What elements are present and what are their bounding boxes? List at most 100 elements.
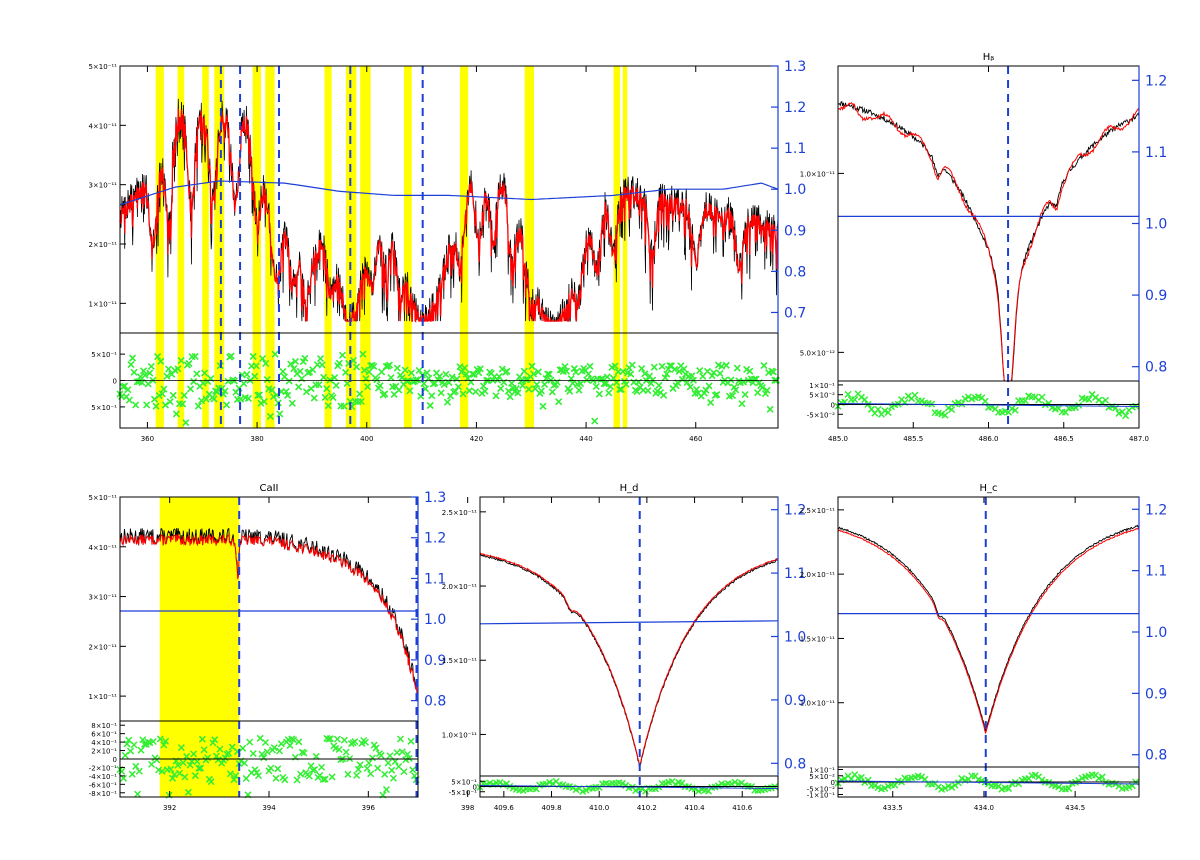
residual-point	[472, 388, 480, 396]
residual-point	[261, 738, 270, 747]
y-tick-label: 2×10⁻¹¹	[88, 643, 117, 651]
residual-point	[331, 373, 339, 382]
residual-point	[353, 363, 361, 371]
residual-point	[451, 387, 459, 395]
residual-point	[650, 363, 658, 371]
residual-point	[200, 746, 208, 754]
residual-point	[169, 774, 177, 782]
resid-tick-label: -8×10⁻¹	[89, 790, 117, 798]
resid-tick-label: -5×10⁻¹	[449, 789, 477, 797]
residual-point	[239, 744, 247, 752]
residual-point	[592, 382, 600, 391]
model-spectrum-line	[479, 552, 779, 767]
residual-point	[333, 735, 341, 743]
residual-point	[252, 362, 260, 370]
y-tick-label: 2.0×10⁻¹¹	[800, 571, 835, 579]
y-tick-label: 4×10⁻¹¹	[88, 544, 117, 552]
residual-point	[126, 747, 135, 755]
right-tick-label: 1.2	[424, 531, 446, 547]
residual-point	[326, 376, 334, 384]
residual-point	[520, 367, 528, 375]
resid-tick-label: -5×10⁻²	[807, 785, 835, 793]
residual-point	[1011, 406, 1019, 414]
residual-point	[964, 393, 972, 401]
residual-point	[591, 417, 599, 425]
residual-point	[321, 393, 329, 401]
residual-point	[428, 392, 436, 400]
residual-point	[216, 745, 224, 753]
right-tick-label: 1.1	[1145, 145, 1167, 161]
residual-point	[311, 765, 319, 774]
residual-point	[760, 361, 768, 370]
residual-point	[132, 762, 140, 770]
residual-point	[409, 766, 417, 774]
right-tick-label: 0.9	[1145, 686, 1167, 702]
residual-point	[389, 774, 397, 782]
panel-title: H_d	[620, 483, 639, 494]
masked-band	[524, 66, 534, 428]
residual-point	[199, 379, 207, 387]
panel-hg: H_c 433.5 434.0 434.5 1.0×10⁻¹¹ 1.5×10⁻¹¹ 2.0×…	[800, 483, 1167, 812]
y-tick-label: 5×10⁻¹¹	[88, 63, 117, 71]
residual-point	[731, 778, 739, 786]
residual-point	[716, 369, 724, 378]
residual-point	[342, 368, 350, 376]
residual-point	[423, 369, 431, 377]
residual-point	[522, 376, 530, 384]
residual-point	[263, 376, 271, 384]
residual-point	[517, 377, 525, 385]
residual-point	[663, 370, 671, 378]
residual-point	[941, 411, 949, 419]
masked-band	[214, 66, 225, 428]
right-tick-label: 1.0	[424, 612, 446, 628]
residual-point	[130, 741, 138, 749]
residual-point	[766, 405, 774, 413]
residual-point	[961, 395, 969, 403]
masked-band	[622, 66, 628, 428]
residual-point	[733, 364, 741, 372]
y-tick-label: 3×10⁻¹¹	[88, 594, 117, 602]
residual-point	[384, 759, 392, 767]
y-tick-label: 2×10⁻¹¹	[88, 241, 117, 249]
residual-point	[918, 397, 926, 405]
residual-point	[274, 765, 282, 773]
x-tick-label: 434.0	[974, 804, 994, 812]
residual-point	[407, 369, 415, 377]
residual-point	[388, 766, 396, 774]
residual-point	[448, 373, 456, 381]
residual-point	[127, 361, 135, 369]
residual-point	[981, 397, 989, 405]
residual-point	[1102, 778, 1110, 787]
residual-trend-line	[837, 780, 1140, 785]
residual-point	[287, 360, 295, 368]
residual-point	[707, 399, 715, 407]
residual-point	[325, 735, 333, 743]
residual-point	[172, 410, 180, 418]
residual-trend-line	[837, 403, 1140, 407]
resid-tick-label: -1×10⁻¹	[807, 792, 835, 800]
residual-point	[586, 362, 594, 370]
residual-point	[382, 786, 390, 794]
residual-point	[344, 770, 352, 778]
residual-point	[190, 377, 198, 386]
resid-tick-label: 5×10⁻¹	[91, 351, 117, 359]
residual-point	[884, 409, 892, 417]
right-tick-label: 0.7	[784, 305, 806, 321]
residual-point	[688, 372, 696, 380]
x-tick-label: 409.8	[541, 804, 561, 812]
residual-point	[1055, 783, 1063, 791]
residual-point	[177, 744, 185, 752]
residual-point	[595, 390, 603, 398]
resid-tick-label: 0	[831, 402, 835, 410]
y-tick-label: 2.5×10⁻¹¹	[442, 509, 477, 517]
panel-hb: Hᵦ 485.0 485.5 486.0 486.5 487.0 5.0×10⁻¹² 1.0×…	[800, 52, 1167, 443]
residual-point	[282, 388, 290, 396]
residual-point	[128, 354, 137, 362]
residual-point	[270, 744, 278, 752]
residual-point	[152, 402, 160, 410]
right-tick-label: 1.0	[1145, 625, 1167, 641]
residual-point	[548, 388, 556, 396]
residual-point	[179, 400, 187, 408]
residual-point	[279, 367, 287, 376]
residual-point	[649, 376, 657, 384]
